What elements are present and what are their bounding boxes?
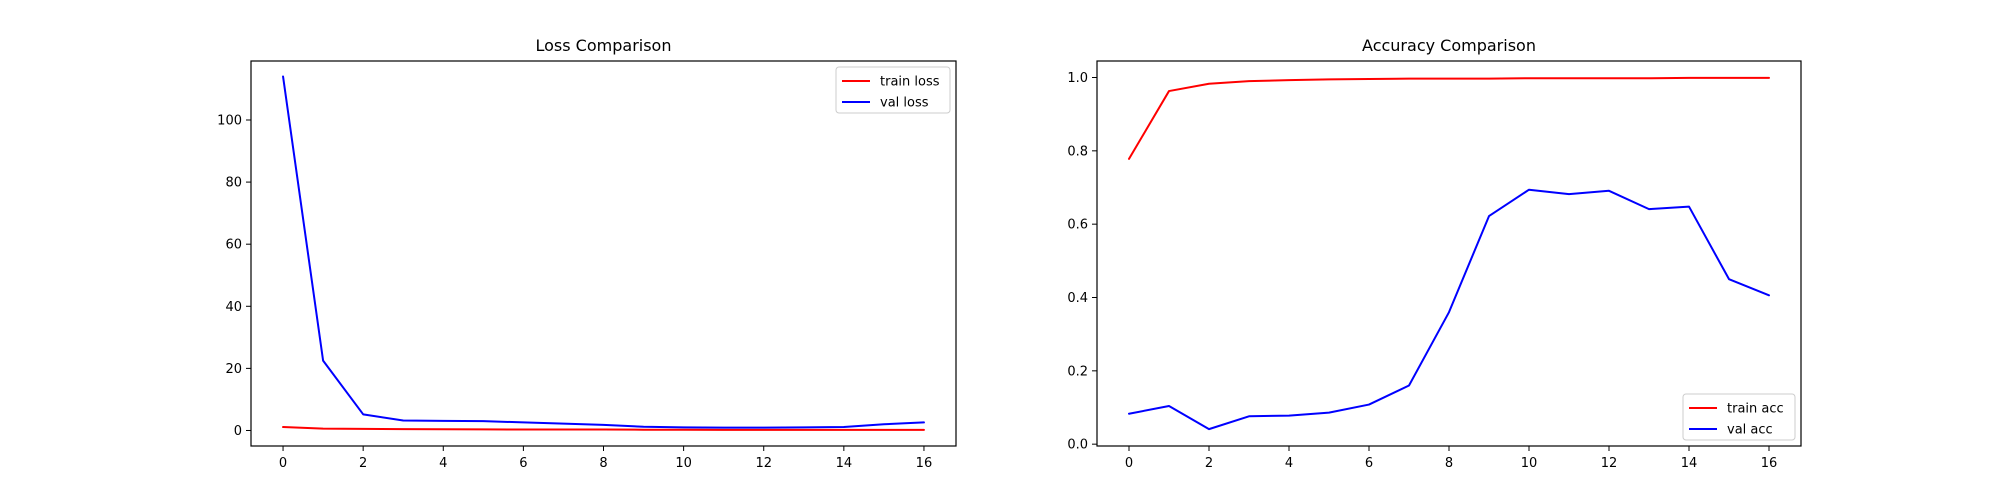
accuracy-legend-label: train acc xyxy=(1727,402,1784,417)
loss-x-tick-label: 10 xyxy=(675,456,692,471)
accuracy-x-tick-label: 2 xyxy=(1205,456,1213,471)
accuracy-x-tick-label: 16 xyxy=(1761,456,1778,471)
loss-x-tick-label: 6 xyxy=(519,456,527,471)
accuracy-x-tick-label: 4 xyxy=(1285,456,1293,471)
accuracy-legend-label: val acc xyxy=(1727,423,1773,438)
loss-x-tick-label: 12 xyxy=(755,456,772,471)
loss-x-tick-label: 16 xyxy=(916,456,933,471)
loss-x-tick-label: 8 xyxy=(599,456,607,471)
loss-x-tick-label: 14 xyxy=(836,456,853,471)
accuracy-y-tick-label: 1.0 xyxy=(1067,71,1088,86)
loss-axes-frame xyxy=(250,60,957,447)
accuracy-series-val-acc xyxy=(1128,188,1770,431)
accuracy-y-tick-label: 0.0 xyxy=(1067,438,1088,453)
loss-legend-label: val loss xyxy=(880,96,929,111)
accuracy-legend: train acc val acc xyxy=(1682,393,1796,441)
loss-series-val-loss xyxy=(282,75,925,429)
loss-legend-label: train loss xyxy=(880,75,940,90)
accuracy-axes-frame xyxy=(1096,60,1802,447)
loss-x-tick-label: 2 xyxy=(359,456,367,471)
accuracy-y-tick-label: 0.8 xyxy=(1067,144,1088,159)
accuracy-y-tick-label: 0.4 xyxy=(1067,291,1088,306)
loss-chart-title: Loss Comparison xyxy=(536,36,672,55)
accuracy-chart-title: Accuracy Comparison xyxy=(1362,36,1536,55)
loss-y-tick-label: 60 xyxy=(225,238,242,253)
accuracy-comparison-chart: Accuracy Comparison 0 2 4 6 8 10 12 14 16 0.0 0.2 0.… xyxy=(1067,36,1802,471)
loss-y-tick-label: 20 xyxy=(225,362,242,377)
accuracy-x-tick-label: 12 xyxy=(1601,456,1618,471)
loss-comparison-chart: Loss Comparison 0 2 4 6 8 10 12 14 16 0 20 40 60 80 100… xyxy=(217,36,957,471)
loss-x-tick-label: 0 xyxy=(279,456,287,471)
loss-x-tick-label: 4 xyxy=(439,456,447,471)
loss-y-tick-label: 100 xyxy=(217,113,242,128)
accuracy-x-tick-label: 14 xyxy=(1681,456,1698,471)
accuracy-y-tick-label: 0.2 xyxy=(1067,364,1088,379)
loss-y-tick-label: 0 xyxy=(234,424,242,439)
accuracy-x-tick-label: 8 xyxy=(1445,456,1453,471)
accuracy-y-tick-label: 0.6 xyxy=(1067,218,1088,233)
accuracy-series-train-acc xyxy=(1128,76,1770,160)
accuracy-x-tick-label: 0 xyxy=(1125,456,1133,471)
loss-legend: train loss val loss xyxy=(835,66,951,114)
loss-series-train-loss xyxy=(282,426,925,431)
loss-y-tick-label: 80 xyxy=(225,176,242,191)
accuracy-x-tick-label: 10 xyxy=(1521,456,1538,471)
accuracy-x-tick-label: 6 xyxy=(1365,456,1373,471)
loss-y-tick-label: 40 xyxy=(225,300,242,315)
